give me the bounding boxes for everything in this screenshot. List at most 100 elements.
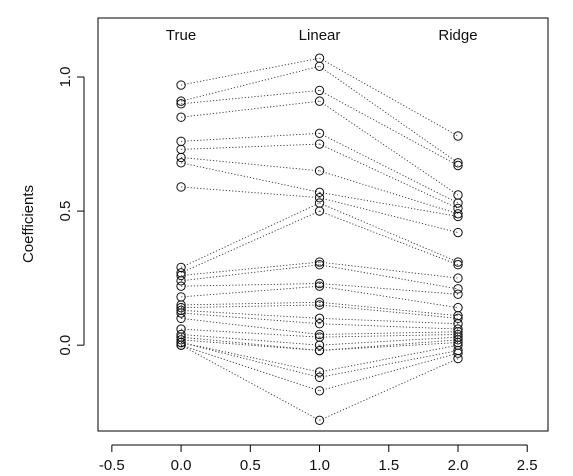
connector-line: [181, 301, 320, 306]
connector-line: [319, 342, 459, 351]
plot-frame: [97, 17, 549, 432]
connector-line: [180, 202, 320, 268]
group-label: True: [166, 27, 196, 44]
data-point: [453, 273, 463, 283]
connector-line: [180, 342, 320, 373]
connector-line: [319, 100, 459, 196]
data-point: [176, 96, 186, 106]
connector-line: [319, 197, 459, 233]
connector-line: [181, 328, 320, 338]
data-point: [314, 192, 325, 203]
data-point: [453, 211, 463, 222]
group-label: Ridge: [438, 27, 477, 44]
connector-line: [180, 162, 320, 193]
data-point: [314, 61, 325, 71]
connector-line: [181, 285, 320, 298]
data-point: [453, 353, 463, 364]
connector-line: [181, 339, 320, 351]
connector-line: [180, 344, 320, 392]
data-point: [314, 128, 325, 139]
connector-line: [181, 143, 320, 150]
group-labels: True Linear Ridge: [166, 27, 478, 44]
connector-line: [319, 323, 459, 330]
data-point: [453, 289, 463, 299]
connector-line: [181, 89, 320, 105]
y-tick-label: 0.0: [57, 335, 74, 356]
data-point: [453, 160, 463, 171]
connector-line: [180, 65, 320, 102]
data-point: [176, 302, 186, 313]
data-point: [176, 80, 186, 90]
y-tick-label: 1.0: [57, 67, 74, 88]
data-point: [314, 300, 325, 310]
group-label: Linear: [299, 27, 341, 44]
connector-line: [181, 336, 320, 351]
connector-line: [181, 309, 320, 319]
data-point: [453, 158, 463, 168]
data-point: [176, 335, 186, 345]
data-point: [314, 340, 325, 350]
connector-line: [319, 264, 459, 290]
data-point: [314, 319, 325, 329]
data-point: [314, 206, 325, 216]
connector-line: [319, 210, 459, 266]
connector-line: [319, 57, 459, 137]
data-point: [314, 278, 325, 289]
connector-line: [181, 100, 320, 118]
connector-line: [319, 358, 459, 421]
connector-line: [319, 344, 459, 373]
connector-line: [180, 57, 320, 86]
connector-line: [319, 336, 459, 346]
x-axis: -0.5 0.0 0.5 1.0 1.5 2.0 2.5: [99, 444, 538, 474]
connector-line: [181, 312, 320, 325]
data-point: [176, 99, 186, 109]
data-point: [453, 131, 463, 141]
connector-line: [181, 317, 320, 335]
connector-line: [181, 304, 320, 309]
x-tick-label: 0.5: [240, 457, 261, 474]
connector-line: [181, 334, 320, 346]
connector-line: [180, 342, 320, 378]
connector-line: [319, 339, 459, 351]
data-point: [176, 158, 186, 168]
x-tick-label: -0.5: [99, 457, 125, 474]
x-tick-label: 2.0: [448, 457, 469, 474]
x-tick-label: 1.5: [378, 457, 399, 474]
data-point: [453, 227, 463, 238]
connector-line: [319, 132, 459, 204]
data-point: [176, 337, 186, 348]
data-point: [176, 112, 186, 122]
data-point: [453, 260, 463, 270]
data-point: [176, 281, 186, 291]
connector-line: [181, 261, 320, 276]
connector-line: [181, 264, 320, 282]
connector-line: [181, 186, 320, 199]
connector-line: [319, 202, 459, 263]
data-point: [314, 345, 325, 356]
data-point: [314, 96, 325, 106]
data-point: [176, 270, 186, 281]
data-point: [314, 257, 325, 267]
y-axis: 0.0 0.5 1.0: [57, 67, 85, 356]
data-point: [453, 198, 463, 208]
connector-line: [319, 143, 459, 209]
x-tick-label: 1.0: [309, 457, 330, 474]
data-point: [453, 348, 463, 358]
connecting-lines: [180, 57, 459, 421]
connector-line: [319, 65, 459, 164]
x-tick-label: 2.5: [517, 457, 538, 474]
connector-line: [319, 285, 459, 309]
connector-line: [319, 261, 459, 279]
data-point: [453, 284, 463, 294]
connector-line: [180, 344, 320, 421]
connector-line: [180, 210, 320, 274]
data-point: [314, 85, 325, 96]
connector-line: [319, 304, 459, 319]
data-point: [314, 281, 325, 291]
connector-line: [319, 317, 459, 325]
data-point: [314, 329, 325, 340]
data-point: [314, 297, 325, 307]
connector-line: [319, 352, 459, 392]
data-point: [314, 139, 325, 149]
